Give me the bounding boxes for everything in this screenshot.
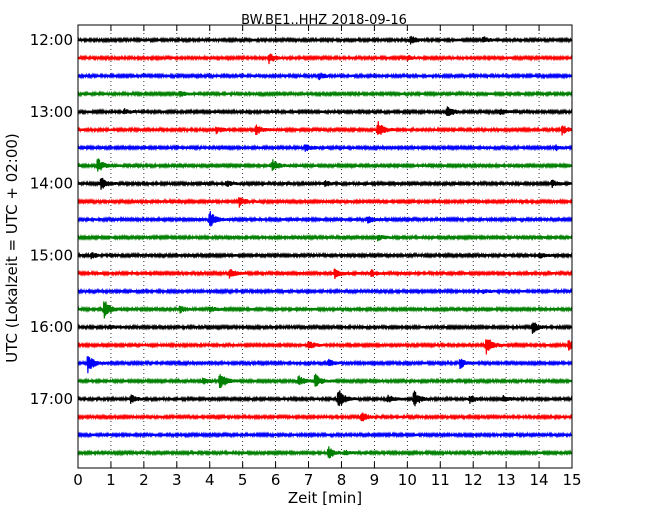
trace-1215 — [77, 53, 573, 65]
trace-1645 — [77, 373, 573, 389]
x-tick-label: 10 — [398, 471, 417, 489]
x-tick-label: 3 — [172, 471, 182, 489]
x-tick-label: 4 — [205, 471, 215, 489]
trace-1315 — [77, 121, 573, 136]
x-tick-label: 12 — [464, 471, 483, 489]
y-axis-label: UTC (Lokalzeit = UTC + 02:00) — [3, 133, 21, 363]
trace-1330 — [77, 143, 573, 152]
trace-1500 — [77, 251, 573, 260]
plot-frame — [77, 24, 573, 469]
trace-1245 — [77, 90, 573, 98]
x-tick-label: 9 — [370, 471, 380, 489]
x-tick-label: 5 — [238, 471, 248, 489]
y-tick-label: 12:00 — [30, 31, 73, 49]
x-tick-label: 15 — [562, 471, 581, 489]
x-tick-label: 6 — [271, 471, 281, 489]
trace-1430 — [77, 211, 573, 227]
trace-1345 — [77, 158, 573, 172]
x-tick-label: 1 — [106, 471, 116, 489]
trace-1530 — [77, 287, 573, 296]
trace-1745 — [77, 446, 573, 459]
trace-1545 — [77, 301, 573, 319]
y-tick-label: 14:00 — [30, 175, 73, 193]
trace-1700 — [77, 390, 573, 407]
x-axis-label: Zeit [min] — [288, 489, 362, 507]
trace-1300 — [77, 106, 573, 117]
trace-1630 — [77, 356, 573, 374]
x-tick-label: 13 — [497, 471, 516, 489]
trace-1715 — [77, 412, 573, 422]
axis-ticks: 0 1 2 3 4 5 6 7 8 9 10 11 12 13 14 1512:0013:0014:0015:… — [30, 25, 582, 489]
trace-1230 — [77, 72, 573, 81]
trace-group — [77, 35, 573, 459]
trace-1615 — [77, 339, 573, 355]
y-tick-label: 16:00 — [30, 318, 73, 336]
x-tick-label: 14 — [530, 471, 549, 489]
trace-1445 — [77, 233, 573, 242]
x-tick-label: 7 — [304, 471, 314, 489]
trace-1415 — [77, 197, 573, 208]
x-tick-label: 11 — [431, 471, 450, 489]
trace-1515 — [77, 268, 573, 280]
trace-1400 — [77, 177, 573, 190]
y-tick-label: 13:00 — [30, 103, 73, 121]
x-tick-label: 0 — [73, 471, 83, 489]
trace-1200 — [77, 35, 573, 45]
y-tick-label: 15:00 — [30, 246, 73, 264]
trace-1600 — [77, 322, 573, 334]
trace-1730 — [77, 431, 573, 439]
y-tick-label: 17:00 — [30, 390, 73, 408]
x-tick-label: 2 — [139, 471, 149, 489]
x-tick-label: 8 — [337, 471, 347, 489]
chart-title: BW.BE1..HHZ 2018-09-16 — [241, 13, 407, 28]
